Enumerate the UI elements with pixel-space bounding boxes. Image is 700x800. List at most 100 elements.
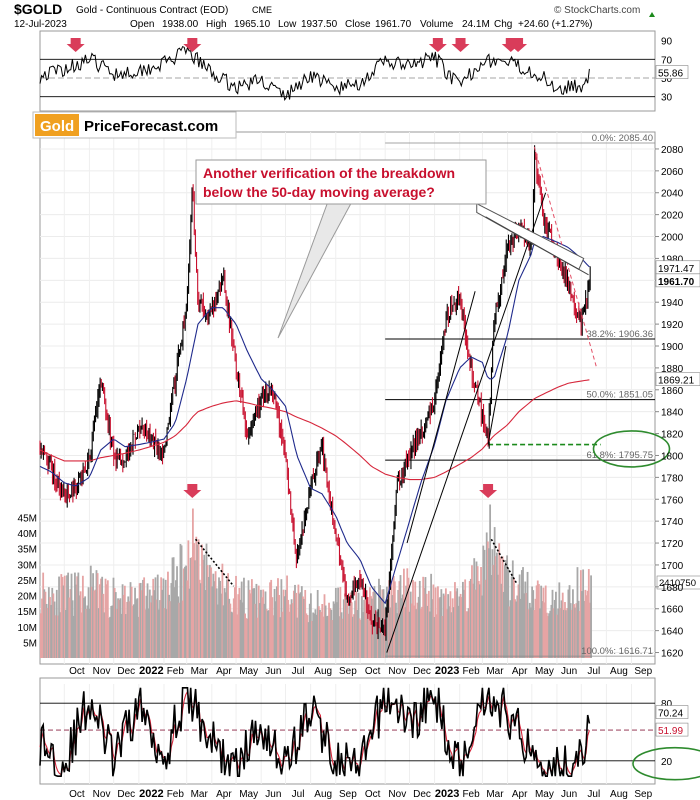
fib-level-label: 50.0%: 1851.05 [586,390,653,401]
volume-bar [480,567,482,658]
volume-bar [240,581,243,658]
stoch-x-tick-label: Feb [462,789,480,800]
volume-bar [433,616,436,658]
volume-bar [405,585,408,658]
volume-bar [113,587,116,658]
volume-bar [231,612,234,658]
volume-bar [262,589,265,658]
volume-bar [413,605,416,658]
stoch-x-tick-label: Jun [265,789,281,800]
volume-bar [549,610,552,658]
volume-bar [146,583,149,658]
volume-bar [172,557,175,658]
volume-bar [254,603,257,658]
volume-bar [41,598,43,658]
volume-bar [104,578,107,658]
volume-bar [42,572,45,658]
volume-bar [463,589,465,658]
signal-arrows [66,38,528,498]
last-price-label-box [655,273,700,288]
volume-bar [355,591,358,658]
volume-last-label: 2410750 [659,578,696,589]
volume-bar [317,606,320,658]
volume-bar [332,601,335,658]
rsi-down-arrow-icon [509,38,528,52]
volume-bar [222,605,225,658]
volume-bar [51,587,54,658]
volume-bar [195,536,198,658]
price-tick-label: 1620 [661,649,684,660]
open-value: 1938.00 [162,19,199,30]
stoch-fast-line [39,687,591,777]
volume-bar [280,579,283,658]
volume-bar [548,613,551,658]
volume-bar [204,590,207,658]
volume-bar [587,569,590,658]
volume-bar [89,565,92,658]
volume-bar [108,617,110,658]
volume-bar [94,589,97,658]
volume-bar [339,587,342,658]
fib-level-label: 61.8%: 1795.75 [586,450,653,461]
annotation-line-1: Another verification of the breakdown [203,165,455,181]
volume-bar [116,609,118,658]
price-tick-label: 1660 [661,605,684,616]
volume-bar [537,584,540,658]
volume-bar [455,591,457,658]
volume-bar [458,596,461,658]
volume-bar [87,587,90,658]
volume-bar [272,615,275,658]
volume-bar [88,608,91,658]
volume-bar [368,587,371,658]
stoch-x-tick-label: May [535,789,554,800]
volume-bar [278,594,281,658]
volume-bar [196,544,199,658]
volume-bar [415,609,418,658]
volume-bar [391,595,394,658]
volume-bar [258,603,261,658]
stoch-x-tick-label: Apr [216,789,232,800]
price-x-tick-label: Mar [191,666,209,677]
volume-bar [312,612,315,658]
volume-bar [541,601,544,658]
volume-bar [128,601,131,658]
volume-bar [345,593,347,658]
volume-bar [152,578,155,658]
volume-bar [53,601,56,658]
volume-bar [275,586,278,658]
price-x-tick-label: Aug [314,666,332,677]
volume-bar [197,539,200,658]
price-tick-label: 1980 [661,254,684,265]
volume-bar [72,615,75,658]
volume-bar [491,549,494,658]
volume-bar [59,612,62,658]
volume-bar [176,566,178,658]
ma50-line [39,235,590,605]
volume-bar [227,573,229,658]
volume-bar [236,614,239,658]
annotation-line-2: below the 50-day moving average? [203,184,435,200]
volume-bar [443,595,446,658]
volume-bar [256,617,259,658]
volume-last-box [656,575,700,590]
volume-bar [589,602,591,658]
price-x-tick-label: 2023 [435,665,459,677]
volume-bar [365,590,368,658]
volume-bar [397,589,400,658]
volume-bar [570,609,573,658]
volume-bar [509,600,512,658]
volume-bar [70,573,73,658]
trend-lines [386,146,598,653]
volume-bar [71,600,74,658]
volume-bar [315,614,318,658]
volume-bar [165,609,168,658]
volume-bar [224,592,227,658]
volume-bar [84,596,87,658]
volume-bar [528,602,531,658]
volume-bar [295,592,298,658]
volume-bar [68,597,71,658]
chart-header: $GOLD Gold - Continuous Contract (EOD) C… [14,1,655,30]
low-label: Low [278,19,297,30]
volume-bar [357,592,360,658]
volume-bar [286,575,288,658]
